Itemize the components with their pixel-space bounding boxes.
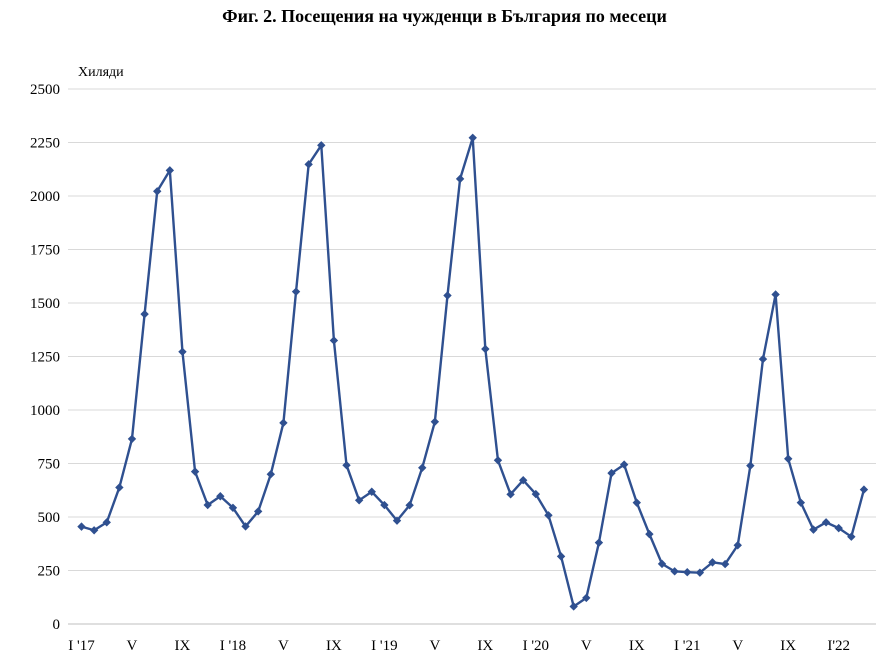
y-tick-label: 2000 <box>30 189 60 205</box>
data-point <box>216 492 225 501</box>
y-tick-label: 2250 <box>30 136 60 152</box>
data-point <box>203 500 212 510</box>
data-point <box>544 511 553 520</box>
y-axis-ticks: 0 250 500 750 1000 1250 1500 1750 2000 2250 2500 <box>30 82 60 633</box>
x-tick-label: V <box>278 638 289 654</box>
x-axis-ticks: I '17 V IX I '18 V IX I '19 V IX I '20 V IX I '21 V IX… <box>68 638 850 654</box>
data-point <box>632 498 641 507</box>
x-tick-label: IX <box>629 638 645 654</box>
data-point <box>493 456 503 465</box>
y-tick-label: 1000 <box>30 403 60 419</box>
data-point <box>569 602 578 611</box>
data-point <box>859 485 869 494</box>
data-point <box>165 166 175 175</box>
x-tick-label: IX <box>780 638 796 654</box>
data-point <box>733 541 742 550</box>
data-point <box>720 559 730 569</box>
data-point <box>607 468 616 478</box>
data-point <box>304 160 313 169</box>
x-tick-label: V <box>429 638 440 654</box>
x-tick-label: V <box>732 638 743 654</box>
data-point <box>506 490 515 499</box>
y-tick-label: 2500 <box>30 82 60 98</box>
data-point <box>102 518 111 527</box>
data-point <box>847 532 856 541</box>
x-tick-label: I '18 <box>220 638 246 654</box>
data-point <box>115 483 124 492</box>
data-point <box>708 558 717 567</box>
x-tick-label: IX <box>326 638 342 654</box>
data-point <box>695 568 705 577</box>
data-point <box>796 498 806 507</box>
data-point <box>531 489 541 499</box>
data-point <box>657 559 667 569</box>
data-point <box>291 287 301 296</box>
data-point <box>253 507 263 516</box>
y-tick-label: 750 <box>38 457 61 473</box>
data-point <box>758 354 768 364</box>
data-point <box>809 525 818 534</box>
data-point <box>279 418 288 428</box>
data-point <box>317 141 326 150</box>
x-tick-label: V <box>127 638 138 654</box>
data-point <box>392 516 402 525</box>
data-point <box>342 461 351 470</box>
data-point <box>430 417 440 426</box>
x-tick-label: I '19 <box>371 638 397 654</box>
data-point <box>683 568 692 577</box>
y-tick-label: 500 <box>38 510 61 526</box>
y-tick-label: 1750 <box>30 243 60 259</box>
y-tick-label: 0 <box>53 617 61 633</box>
data-point <box>354 496 364 505</box>
data-point <box>556 552 566 561</box>
data-point <box>481 344 490 354</box>
data-point <box>455 174 465 184</box>
series-group <box>77 133 869 611</box>
data-point <box>380 500 389 510</box>
data-point <box>443 291 452 300</box>
data-point <box>594 538 604 547</box>
data-point <box>821 518 831 527</box>
data-point <box>619 460 629 469</box>
y-tick-label: 250 <box>38 564 61 580</box>
data-point <box>228 503 238 512</box>
data-point <box>645 529 654 539</box>
x-tick-label: IX <box>175 638 191 654</box>
data-point <box>329 336 339 345</box>
data-point <box>153 187 162 196</box>
gridlines <box>68 88 876 571</box>
data-point <box>405 501 414 510</box>
chart-title: Фиг. 2. Посещения на чужденци в България… <box>222 6 667 26</box>
x-tick-label: I'22 <box>827 638 850 654</box>
data-point <box>89 526 99 535</box>
y-tick-label: 1500 <box>30 296 60 312</box>
x-tick-label: V <box>581 638 592 654</box>
x-tick-label: IX <box>477 638 493 654</box>
data-point <box>266 470 275 479</box>
data-point <box>834 523 843 533</box>
data-point <box>367 487 376 496</box>
data-point <box>746 461 755 470</box>
data-point <box>582 593 591 603</box>
series-line <box>81 136 866 608</box>
x-tick-label: I '20 <box>523 638 549 654</box>
data-point <box>771 290 780 299</box>
y-axis-unit-label: Хиляди <box>78 65 124 80</box>
data-point <box>127 434 137 444</box>
y-tick-label: 1250 <box>30 350 60 366</box>
data-point <box>519 475 528 485</box>
data-point <box>77 522 86 531</box>
data-point <box>140 309 149 319</box>
data-point <box>178 347 187 356</box>
data-point <box>190 467 200 476</box>
data-point <box>784 454 793 463</box>
x-tick-label: I '21 <box>674 638 700 654</box>
x-tick-label: I '17 <box>68 638 95 654</box>
data-point <box>418 463 427 472</box>
data-point <box>670 567 679 576</box>
data-point <box>468 133 477 142</box>
data-point <box>241 522 250 531</box>
